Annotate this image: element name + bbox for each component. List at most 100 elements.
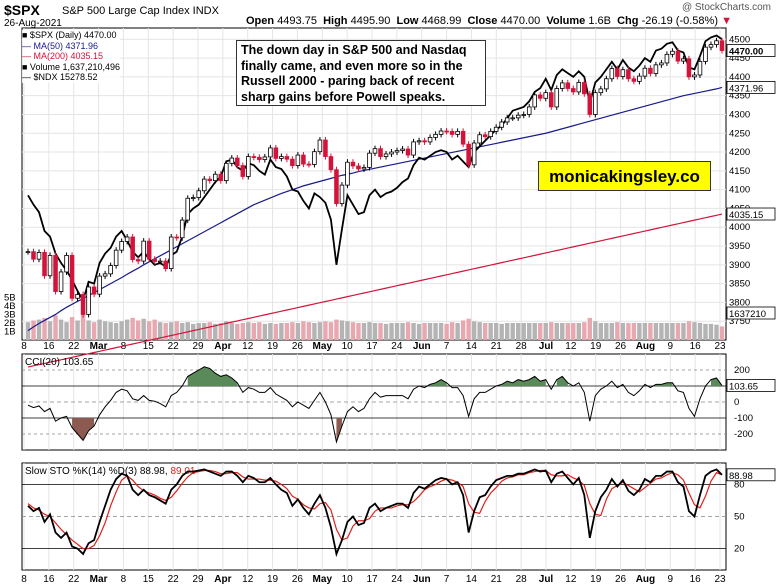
x-tick-label: 26 — [615, 574, 627, 585]
open-value: 4493.75 — [277, 15, 317, 27]
candle-body — [400, 148, 405, 151]
volume-bar — [157, 322, 163, 340]
volume-bar — [460, 320, 466, 340]
candle-body — [91, 286, 97, 295]
volume-bar — [692, 322, 697, 340]
volume-bar — [367, 322, 372, 340]
x-tick-label: 24 — [391, 574, 403, 585]
candle-body — [719, 40, 725, 51]
candle-body — [537, 94, 543, 99]
candle-body — [328, 156, 334, 171]
x-tick-label: 29 — [192, 574, 204, 585]
candle-body — [411, 141, 416, 156]
x-tick-label: Jun — [413, 341, 431, 352]
x-tick-label: 28 — [516, 341, 528, 352]
x-tick-label: 7 — [444, 574, 450, 585]
candle-body — [25, 251, 31, 254]
volume-bar — [91, 322, 97, 340]
candle-body — [317, 139, 323, 153]
volume-bar — [163, 323, 168, 340]
volume-tick-label: 3B — [4, 310, 16, 321]
legend-volume: ■ Volume 1,637,210,496 — [22, 61, 121, 72]
close-value: 4470.00 — [500, 15, 541, 27]
volume-bar — [295, 323, 301, 340]
cci-overbought-fill — [430, 379, 447, 386]
x-tick-label: 23 — [714, 341, 726, 352]
volume-tick-label: 4B — [4, 301, 16, 312]
volume-bar — [543, 323, 548, 340]
price-legend: ■ $SPX (Daily) 4470.00 — MA(50) 4371.96 … — [22, 30, 121, 83]
volume-bar — [31, 320, 36, 340]
x-tick-label: 22 — [68, 574, 80, 585]
volume-bar — [383, 323, 389, 340]
volume-bar — [455, 323, 460, 340]
volume-bar — [411, 323, 416, 340]
candle-body — [615, 68, 620, 77]
candle-body — [510, 117, 515, 120]
x-tick-label: 12 — [565, 574, 577, 585]
cci-tick-label: -200 — [734, 429, 753, 440]
high-label: High — [323, 15, 348, 27]
price-tick-label: 4400 — [729, 72, 750, 83]
volume-bar — [317, 322, 323, 340]
volume-bar — [504, 323, 510, 340]
x-tick-label: Jul — [539, 574, 554, 585]
x-tick-label: 17 — [366, 574, 378, 585]
price-tick-label: 3750 — [729, 316, 750, 327]
candle-body — [306, 163, 312, 166]
x-tick-label: Aug — [636, 574, 655, 585]
sto-tick-label: 50 — [734, 512, 745, 523]
ma50-value-label: 4371.96 — [729, 83, 763, 94]
price-tick-label: 4500 — [729, 34, 750, 45]
candle-body — [168, 236, 174, 269]
brand-label: monicakingsley.co — [538, 161, 711, 191]
candle-body — [31, 251, 36, 260]
volume-bar — [554, 323, 559, 340]
volume-bar — [708, 323, 714, 340]
cci-value-label-box — [726, 379, 776, 392]
chart-date: 26-Aug-2021 — [4, 18, 62, 29]
volume-bar — [169, 322, 174, 340]
candle-body — [42, 252, 47, 277]
x-tick-label: 29 — [192, 341, 204, 352]
candle-body — [257, 156, 262, 160]
candle-body — [416, 140, 422, 143]
x-tick-label: 16 — [690, 574, 702, 585]
ma50-value-label-box — [726, 81, 776, 94]
candle-body — [69, 255, 75, 299]
volume-bar — [213, 323, 218, 340]
legend-ndx: — $NDX 15278.52 — [22, 72, 98, 82]
x-tick-label: May — [313, 341, 333, 352]
candle-body — [697, 61, 703, 76]
volume-bar — [389, 323, 394, 340]
volume-label: Volume — [546, 15, 586, 27]
candle-body — [449, 130, 455, 135]
candle-body — [301, 154, 306, 165]
cci-tick-label: 200 — [734, 365, 750, 376]
candle-body — [295, 154, 301, 166]
candle-body — [515, 114, 521, 119]
candle-body — [576, 82, 582, 93]
volume-bar — [659, 323, 664, 340]
volume-bar — [686, 321, 692, 340]
volume-bar — [372, 323, 378, 340]
sto-value-label-box — [726, 468, 776, 482]
x-tick-label: 8 — [21, 574, 27, 585]
volume-bar — [433, 323, 438, 340]
price-tick-label: 3900 — [729, 260, 750, 271]
cci-value-label: 103.65 — [729, 381, 758, 392]
price-tick-label: 4450 — [729, 53, 750, 64]
x-tick-label: 19 — [590, 574, 602, 585]
open-label: Open — [246, 15, 275, 27]
candle-body — [130, 236, 135, 260]
candle-body — [268, 147, 273, 158]
volume-bar — [64, 322, 69, 340]
candle-body — [345, 161, 350, 186]
volume-bar — [124, 319, 130, 340]
volume-bar — [714, 324, 719, 340]
candle-body — [163, 260, 168, 269]
price-tick-label: 3950 — [729, 241, 750, 252]
volume-bar — [108, 322, 113, 340]
volume-bar — [25, 322, 31, 340]
price-tick-label: 3850 — [729, 279, 750, 290]
